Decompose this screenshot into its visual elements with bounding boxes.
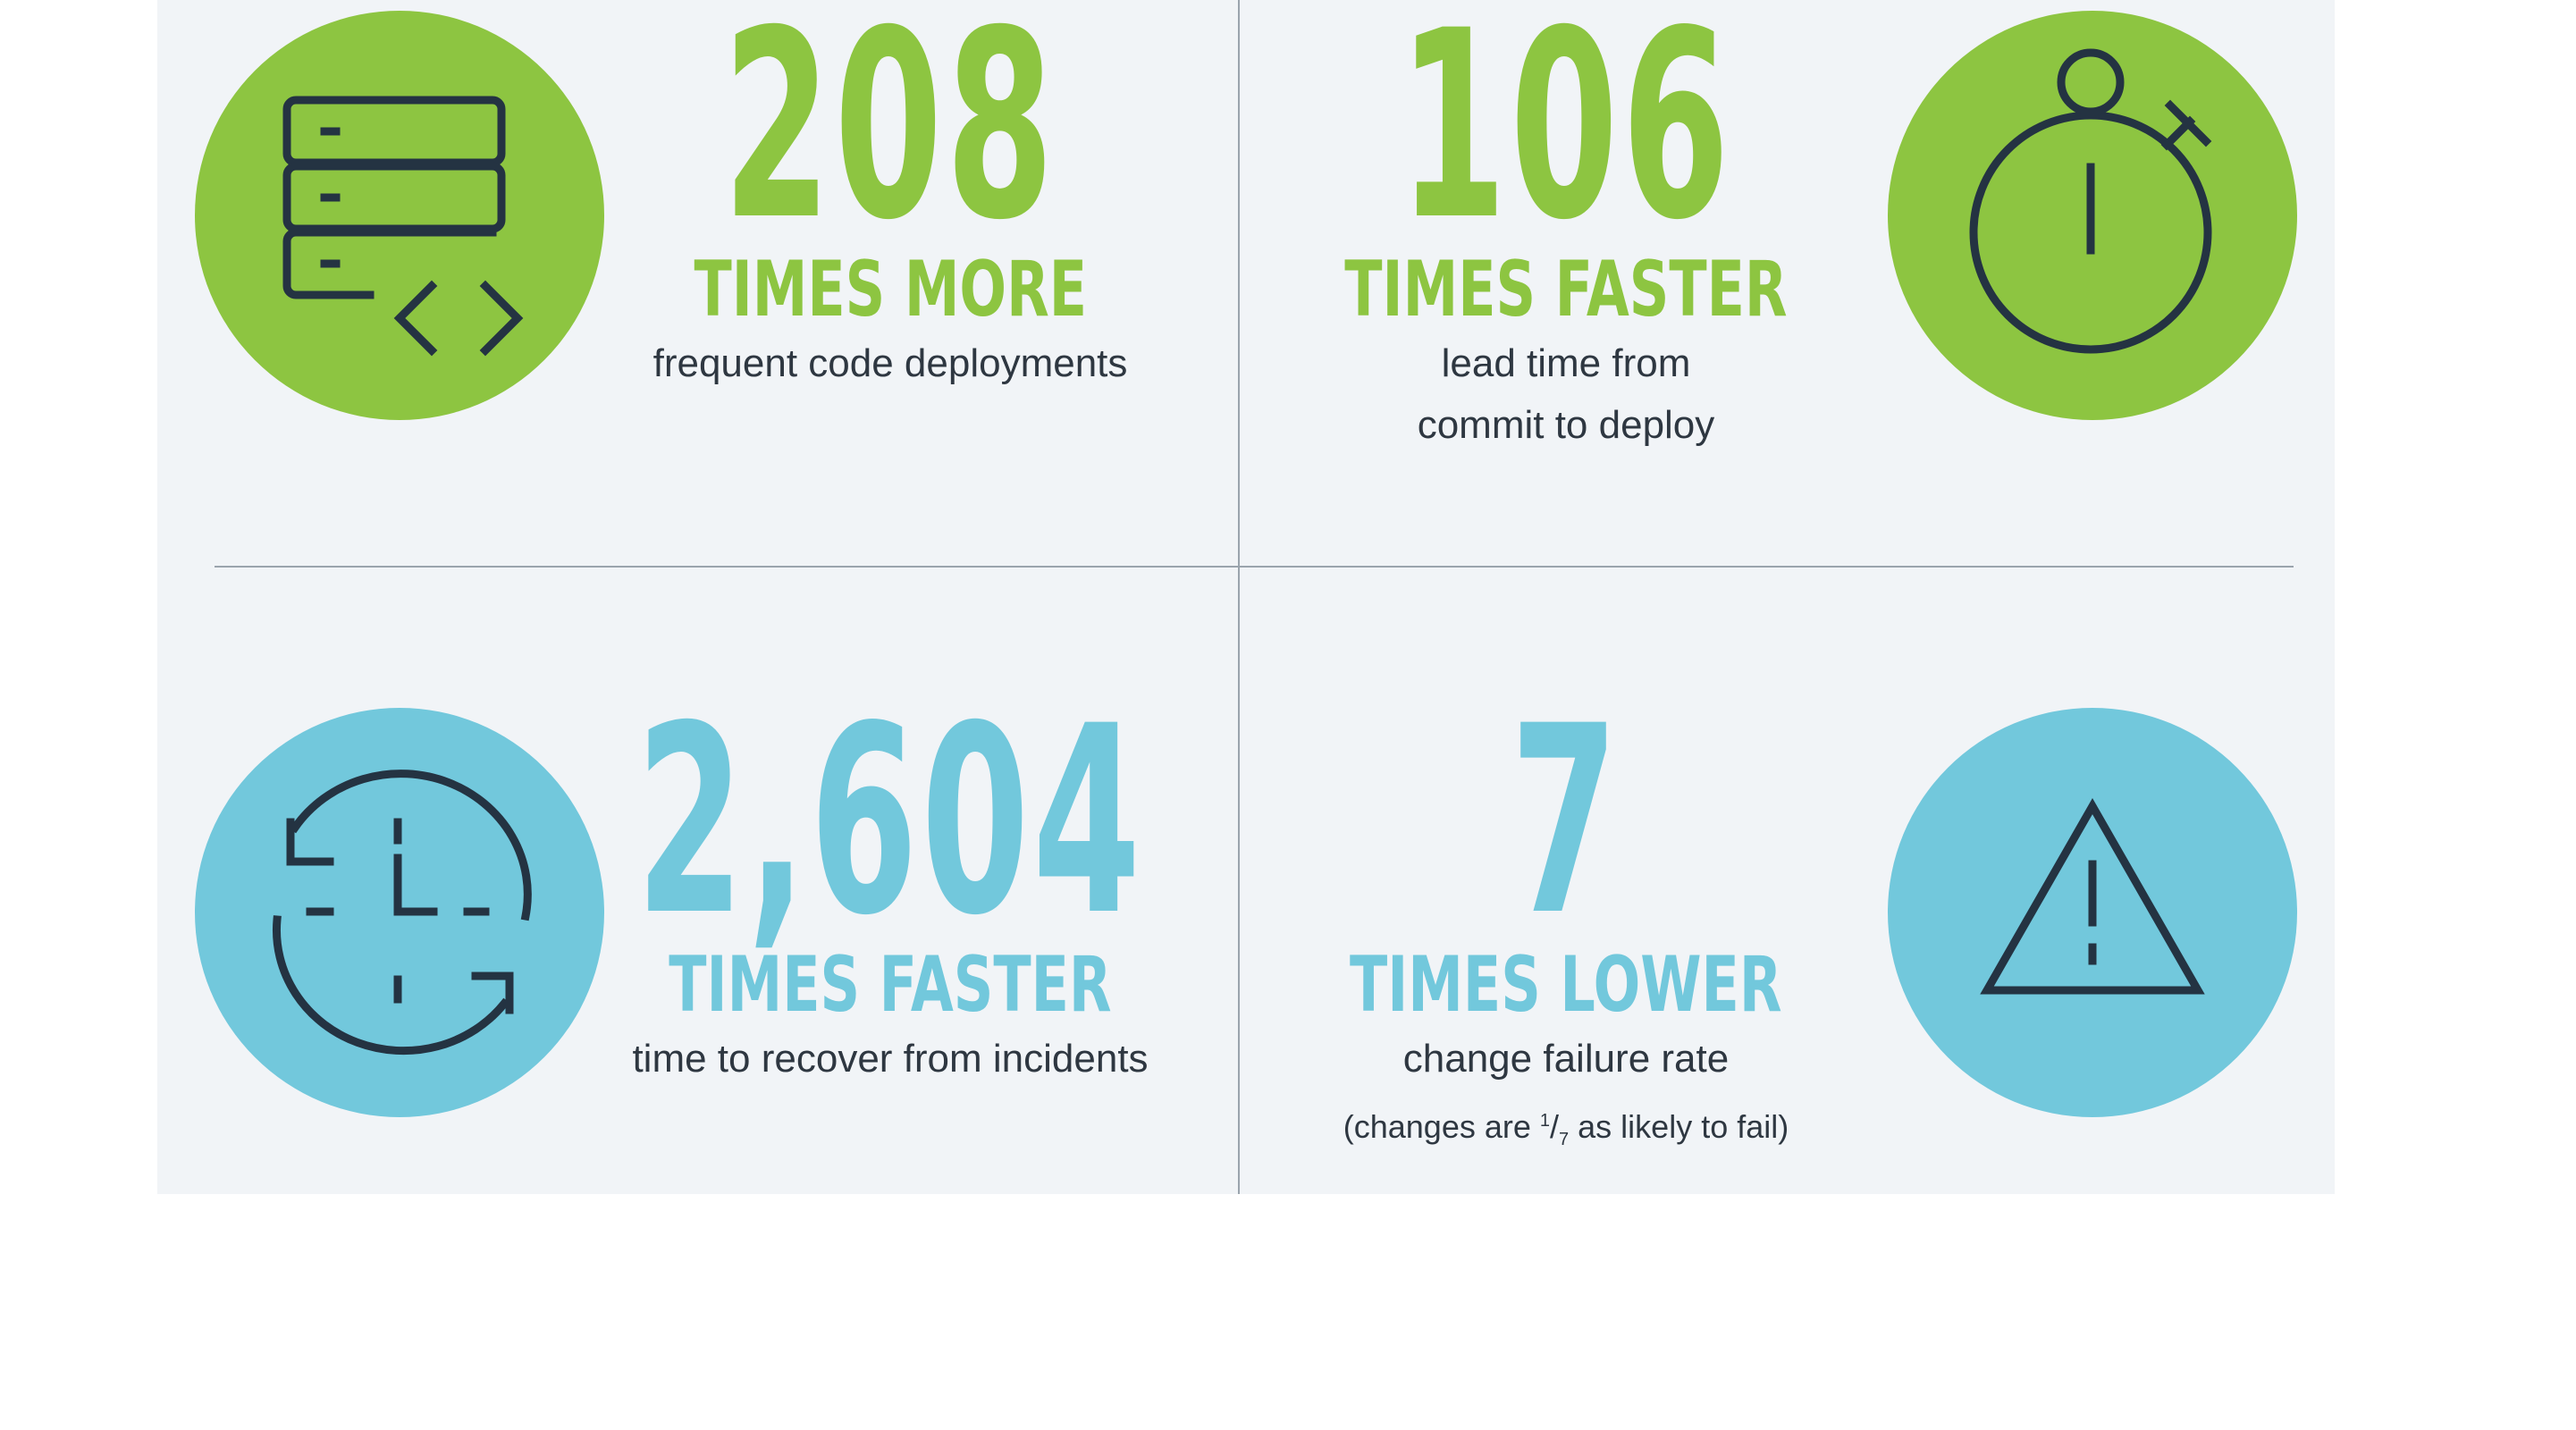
stat-deployments: 208 TIMES MORE frequent code deployments (622, 0, 1158, 394)
warning-triangle-icon (1980, 797, 2205, 995)
deployments-icon-circle (195, 11, 604, 420)
stopwatch-icon (1969, 48, 2212, 354)
stat-change-failure: 7 TIMES LOWER change failure rate (chang… (1298, 671, 1834, 1162)
note-fraction-numerator: 1 (1539, 1111, 1551, 1131)
stat-number: 208 (723, 0, 1058, 277)
stat-description-line1: lead time from (1441, 341, 1691, 385)
stat-headline: TIMES FASTER (1344, 245, 1788, 334)
stat-recovery: 2,604 TIMES FASTER time to recover from … (577, 671, 1203, 1089)
clock-refresh-icon (272, 770, 532, 1056)
stat-number: 7 (1510, 671, 1622, 972)
note-suffix: as likely to fail) (1569, 1108, 1789, 1145)
stat-headline: TIMES FASTER (669, 940, 1112, 1030)
stat-lead-time: 106 TIMES FASTER lead time from commit t… (1298, 0, 1834, 456)
stat-headline: TIMES MORE (694, 245, 1087, 334)
stat-description: time to recover from incidents (632, 1037, 1149, 1081)
lead-time-icon-circle (1888, 11, 2297, 420)
stat-number: 106 (1399, 0, 1734, 277)
note-fraction-denominator: 7 (1559, 1130, 1570, 1150)
stat-description: change failure rate (1402, 1037, 1730, 1081)
recovery-icon-circle (195, 708, 604, 1117)
note-prefix: (changes are (1343, 1108, 1540, 1145)
stat-description: frequent code deployments (652, 341, 1128, 385)
stat-number: 2,604 (636, 671, 1145, 972)
stat-description-line2: commit to deploy (1417, 403, 1715, 447)
stat-headline: TIMES LOWER (1350, 940, 1782, 1030)
vertical-divider (1238, 0, 1240, 1194)
horizontal-divider (215, 566, 2294, 568)
failure-icon-circle (1888, 708, 2297, 1117)
stat-note: (changes are 1/7 as likely to fail) (1343, 1108, 1789, 1150)
server-code-icon (282, 96, 524, 357)
